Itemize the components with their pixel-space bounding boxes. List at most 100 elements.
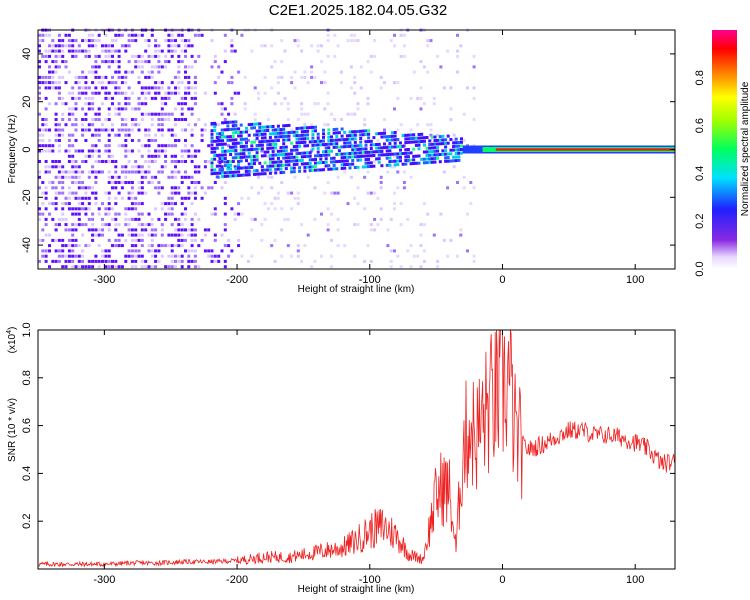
heatmap-cell [245, 159, 248, 163]
heatmap-cell [308, 169, 312, 173]
heatmap-cell [81, 202, 85, 206]
heatmap-cell [223, 33, 227, 37]
heatmap-cell [313, 217, 317, 221]
heatmap-cell [290, 141, 294, 145]
heatmap-cell [311, 143, 315, 147]
heatmap-cell [428, 143, 432, 146]
heatmap-cell [293, 70, 297, 74]
heatmap-cell [38, 112, 41, 116]
snr-y-axis-label: SNR (10 * v/v) [7, 398, 18, 462]
heatmap-cell [127, 133, 131, 137]
heatmap-cell [71, 123, 75, 127]
heatmap-cell [239, 159, 243, 163]
heatmap-cell [97, 154, 101, 158]
heatmap-cell [91, 133, 95, 137]
heatmap-cell [322, 128, 325, 132]
heatmap-cell [180, 96, 184, 100]
heatmap-cell [258, 129, 262, 133]
heatmap-cell [290, 207, 294, 211]
heatmap-cell [84, 139, 88, 142]
heatmap-cell [107, 207, 111, 211]
heatmap-cell [472, 118, 476, 121]
heatmap-cell [130, 259, 134, 263]
heatmap-cell [44, 254, 48, 258]
heatmap-cell [221, 167, 225, 171]
heatmap-cell [389, 249, 393, 253]
heatmap-cell [260, 44, 264, 48]
heatmap-cell [247, 123, 251, 127]
heatmap-cell [284, 160, 288, 163]
heatmap-cell [190, 175, 194, 179]
heatmap-cell [203, 191, 207, 195]
heatmap-cell [292, 145, 296, 149]
heatmap-cell [425, 157, 429, 161]
heatmap-cell [233, 212, 237, 216]
heatmap-cell [144, 86, 148, 90]
heatmap-cell [147, 39, 151, 43]
heatmap-cell [84, 112, 88, 116]
heatmap-cell [460, 140, 463, 144]
heatmap-cell [101, 60, 104, 64]
heatmap-cell [340, 166, 344, 170]
heatmap-cell [97, 39, 101, 43]
heatmap-cell [130, 91, 134, 95]
heatmap-cell [147, 112, 151, 116]
heatmap-cell [57, 123, 61, 127]
heatmap-cell [409, 128, 413, 132]
heatmap-cell [164, 160, 168, 163]
snr-plot-area [38, 330, 675, 569]
heatmap-cell [388, 152, 392, 156]
heatmap-cell [247, 155, 251, 159]
heatmap-cell [379, 207, 383, 211]
heatmap-cell [44, 223, 48, 227]
heatmap-cell [61, 165, 65, 169]
heatmap-cell [266, 139, 270, 143]
heatmap-cell [74, 265, 78, 269]
heatmap-cell [114, 244, 118, 248]
heatmap-cell [154, 186, 158, 190]
heatmap-cell [242, 173, 246, 177]
heatmap-cell [71, 265, 75, 269]
heatmap-cell [91, 102, 95, 106]
heatmap-cell [337, 145, 341, 149]
heatmap-cell [117, 91, 121, 95]
heatmap-cell [67, 175, 71, 179]
heatmap-cell [300, 158, 304, 162]
heatmap-cell [184, 102, 187, 106]
heatmap-cell [144, 112, 148, 116]
heatmap-cell [38, 81, 41, 85]
heatmap-cell [187, 254, 191, 258]
heatmap-cell [154, 133, 158, 137]
heatmap-cell [311, 158, 315, 162]
heatmap-cell [157, 65, 161, 69]
heatmap-cell [180, 244, 184, 248]
heatmap-cell [107, 160, 111, 163]
heatmap-cell [351, 144, 355, 148]
heatmap-cell [48, 249, 51, 253]
heatmap-cell [51, 259, 55, 263]
heatmap-cell [432, 102, 436, 106]
heatmap-cell [140, 170, 144, 174]
heatmap-cell [187, 91, 191, 95]
heatmap-cell [114, 107, 118, 111]
heatmap-cell [319, 157, 323, 161]
heatmap-cell [180, 228, 184, 232]
heatmap-cell [48, 54, 51, 58]
heatmap-cell [164, 102, 168, 106]
heatmap-cell [174, 186, 177, 190]
heatmap-cell [137, 107, 141, 111]
heatmap-cell [87, 259, 91, 263]
heatmap-cell [64, 196, 68, 200]
heatmap-cell [274, 142, 278, 146]
heatmap-cell [74, 102, 78, 106]
heatmap-cell [260, 136, 264, 140]
heatmap-cell [61, 212, 65, 216]
heatmap-cell [383, 131, 386, 135]
heatmap-cell [38, 65, 41, 69]
heatmap-cell [385, 163, 389, 167]
heatmap-cell [150, 154, 154, 158]
heatmap-cell [306, 154, 310, 158]
heatmap-cell [268, 168, 272, 172]
heatmap-cell [250, 186, 254, 190]
heatmap-cell [353, 155, 357, 159]
